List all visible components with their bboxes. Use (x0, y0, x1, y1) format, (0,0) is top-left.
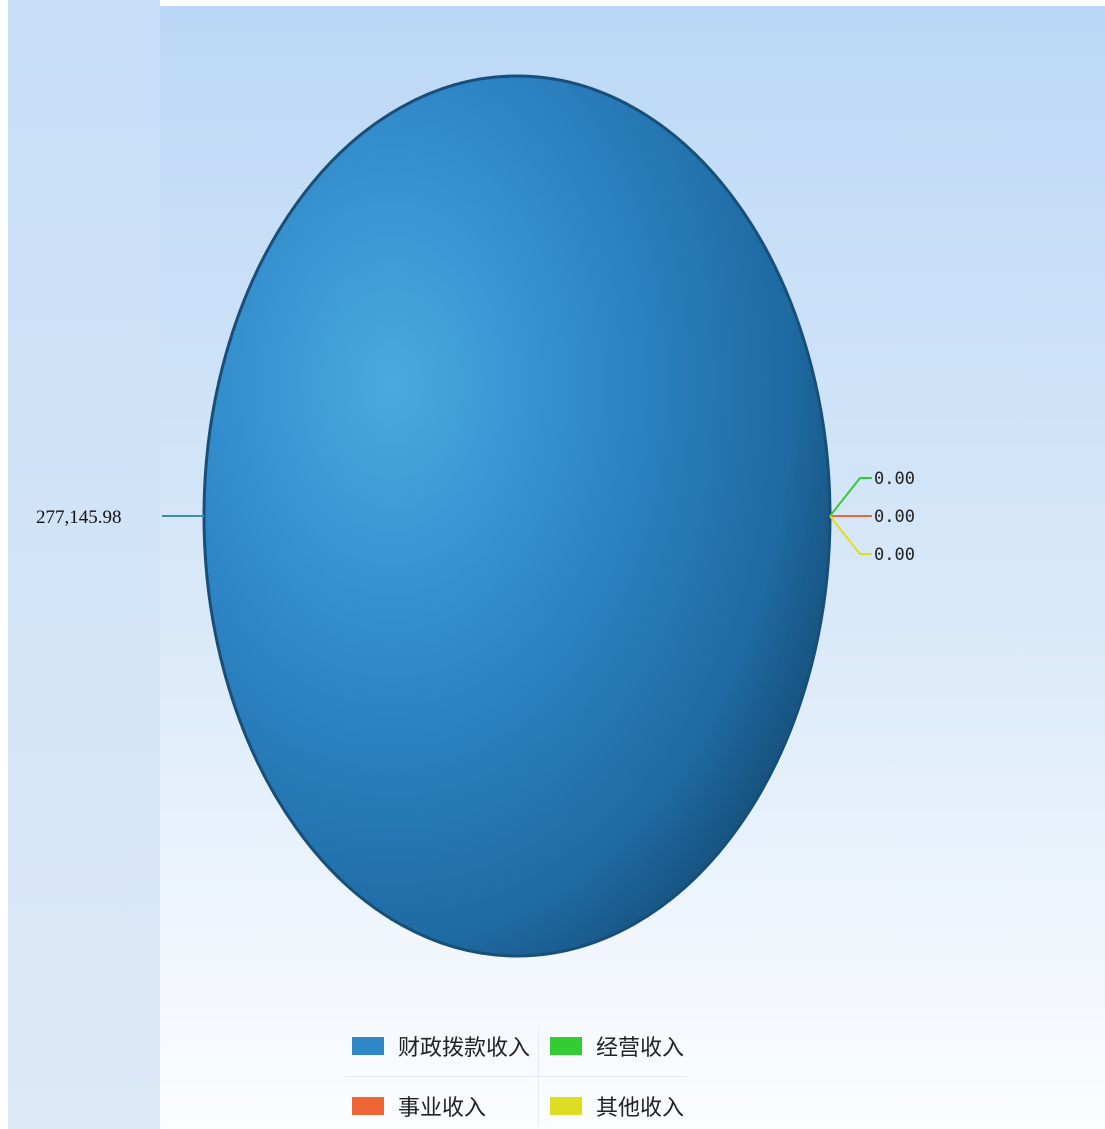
legend-label-business: 事业收入 (398, 1096, 487, 1121)
legend-label-other: 其他收入 (596, 1096, 685, 1121)
legend-label-operating: 经营收入 (596, 1036, 685, 1061)
legend: 财政拨款收入 经营收入 事业收入 其他收入 (340, 1020, 690, 1129)
legend-item-fiscal[interactable]: 财政拨款收入 (352, 1030, 530, 1062)
leader-line-other (829, 515, 872, 555)
legend-swatch-operating (550, 1037, 582, 1055)
legend-item-business[interactable]: 事业收入 (352, 1090, 486, 1122)
legend-swatch-business (352, 1097, 384, 1115)
legend-divider-horizontal (346, 1076, 686, 1077)
legend-item-other[interactable]: 其他收入 (550, 1090, 684, 1122)
pie-slice-fiscal[interactable] (202, 74, 832, 958)
value-label-operating: 0.00 (874, 469, 915, 489)
legend-label-fiscal: 财政拨款收入 (398, 1036, 531, 1061)
value-label-business: 0.00 (874, 507, 915, 527)
value-label-fiscal: 277,145.98 (36, 507, 122, 528)
value-label-other: 0.00 (874, 545, 915, 565)
legend-swatch-fiscal (352, 1037, 384, 1055)
legend-swatch-other (550, 1097, 582, 1115)
legend-item-operating[interactable]: 经营收入 (550, 1030, 684, 1062)
leader-line-operating (829, 477, 872, 517)
left-panel (8, 0, 160, 1129)
